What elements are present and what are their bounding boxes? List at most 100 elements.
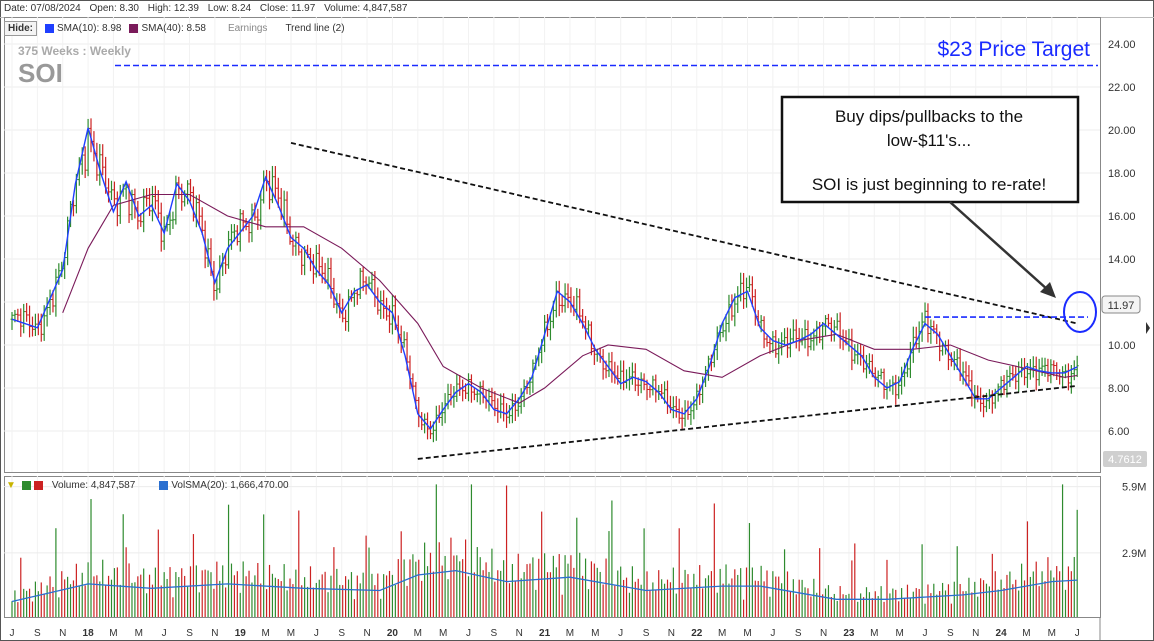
y-tick-label: 14.00 (1108, 254, 1136, 266)
volume-down-swatch (33, 481, 43, 490)
ohlc-header: Date: 07/08/2024 Open: 8.30 High: 12.39 … (4, 3, 413, 14)
volsma-swatch (159, 481, 169, 490)
sma40-line (62, 193, 1078, 404)
trend-line-lower (417, 384, 1078, 460)
volume-tick-label: 5.9M (1122, 482, 1146, 494)
x-tick-label: 18 (83, 628, 95, 639)
overlay-legend: Hide: SMA(10): 8.98 SMA(40): 8.58 Earnin… (4, 21, 345, 36)
x-tick-label: S (338, 628, 345, 639)
x-tick-label: 22 (691, 628, 703, 639)
x-tick-label: 21 (539, 628, 551, 639)
y-tick-label: 16.00 (1108, 211, 1136, 223)
volume-tick-label: 2.9M (1122, 548, 1146, 560)
x-tick-label: N (516, 628, 523, 639)
x-tick-label: S (643, 628, 650, 639)
y-tick-label: 20.00 (1108, 125, 1136, 137)
callout-text: SOI is just beginning to re-rate! (812, 175, 1046, 194)
x-tick-label: 24 (996, 628, 1008, 639)
high-readout: High: 12.39 (147, 3, 199, 14)
x-tick-label: S (795, 628, 802, 639)
y-tick-label: 6.00 (1108, 426, 1129, 438)
x-tick-label: M (1022, 628, 1030, 639)
volume-readout: Volume: 4,847,587 (324, 3, 408, 14)
x-tick-label: N (59, 628, 66, 639)
x-tick-label: N (972, 628, 979, 639)
x-tick-label: N (820, 628, 827, 639)
collapse-triangle-icon[interactable]: ▼ (6, 480, 16, 491)
y-tick-label: 8.00 (1108, 383, 1129, 395)
legend-trendline[interactable]: Trend line (2) (285, 23, 345, 34)
sma40-label: SMA(40): 8.58 (141, 23, 206, 34)
y-tick-label: 24.00 (1108, 39, 1136, 51)
x-tick-label: J (770, 628, 775, 639)
x-tick-label: N (668, 628, 675, 639)
price-bars (10, 118, 1079, 443)
x-tick-label: J (314, 628, 319, 639)
x-tick-label: 23 (843, 628, 855, 639)
callout-text: low-$11's... (887, 131, 971, 150)
low-readout: Low: 8.24 (207, 3, 252, 14)
legend-sma40[interactable]: SMA(40): 8.58 (129, 23, 206, 34)
x-tick-label: 20 (387, 628, 399, 639)
volume-pane-frame (4, 476, 1101, 618)
volsma-label: VolSMA(20): 1,666,470.00 (171, 480, 289, 491)
x-tick-label: M (135, 628, 143, 639)
volume-legend: ▼ Volume: 4,847,587 VolSMA(20): 1,666,47… (6, 480, 289, 491)
x-tick-label: M (591, 628, 599, 639)
sma10-label: SMA(10): 8.98 (57, 23, 122, 34)
x-tick-label: N (363, 628, 370, 639)
x-tick-label: S (947, 628, 954, 639)
x-tick-label: 19 (235, 628, 247, 639)
x-tick-label: J (1075, 628, 1080, 639)
legend-sma10[interactable]: SMA(10): 8.98 (45, 23, 121, 34)
last-price-text: 11.97 (1108, 300, 1135, 312)
x-tick-label: M (718, 628, 726, 639)
x-tick-label: M (439, 628, 447, 639)
period-watermark: 375 Weeks : Weekly (18, 44, 131, 58)
x-tick-label: M (109, 628, 117, 639)
pane-handle-icon (1146, 322, 1150, 334)
highlight-ellipse (1063, 291, 1097, 333)
hide-button[interactable]: Hide: (4, 21, 37, 36)
low-price-text: 4.7612 (1108, 454, 1142, 466)
close-readout: Close: 11.97 (259, 3, 316, 14)
trend-line-upper (290, 142, 1078, 325)
price-gridlines (4, 17, 1100, 617)
sma40-swatch (129, 24, 139, 33)
x-tick-label: S (34, 628, 41, 639)
callout-arrow-shaft (949, 201, 1049, 291)
sma10-swatch (45, 24, 54, 33)
x-tick-label: S (186, 628, 193, 639)
x-tick-label: M (1048, 628, 1056, 639)
callout-box (780, 95, 1080, 204)
volume-label: Volume: 4,847,587 (51, 480, 136, 491)
open-readout: Open: 8.30 (89, 3, 139, 14)
x-tick-label: N (211, 628, 218, 639)
date-readout: Date: 07/08/2024 (4, 3, 81, 14)
callout-text: Buy dips/pullbacks to the (835, 107, 1023, 126)
last-price-badge (1101, 295, 1141, 314)
sma10-line (11, 127, 1078, 430)
callout-arrow-head (1040, 282, 1056, 298)
x-tick-label: J (923, 628, 928, 639)
price-target-label: $23 Price Target (937, 38, 1090, 61)
x-tick-label: J (10, 628, 15, 639)
x-tick-label: M (287, 628, 295, 639)
legend-earnings[interactable]: Earnings (227, 23, 268, 34)
price-pane-frame (4, 17, 1101, 473)
x-tick-label: S (491, 628, 498, 639)
x-tick-label: M (743, 628, 751, 639)
x-tick-label: M (895, 628, 903, 639)
y-tick-label: 22.00 (1108, 82, 1136, 94)
symbol-watermark: SOI (18, 58, 63, 88)
x-tick-label: M (261, 628, 269, 639)
x-tick-label: M (870, 628, 878, 639)
x-tick-label: J (618, 628, 623, 639)
volume-up-swatch (21, 481, 31, 490)
low-price-badge (1103, 451, 1147, 467)
volume-bars (11, 484, 1078, 617)
x-tick-label: M (566, 628, 574, 639)
x-tick-label: J (466, 628, 471, 639)
